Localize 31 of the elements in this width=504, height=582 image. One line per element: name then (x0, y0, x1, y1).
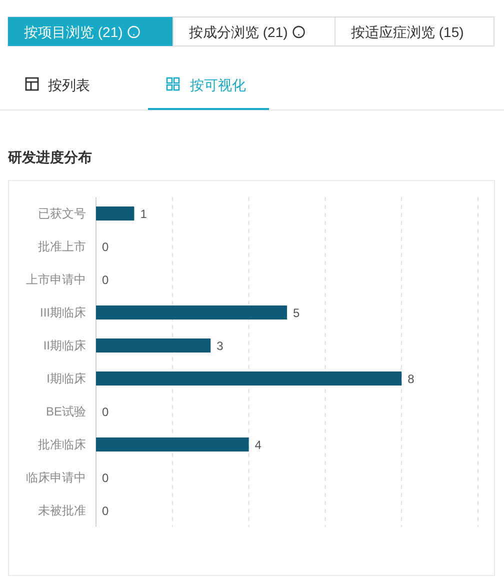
y-tick-label: 已获文号 (38, 206, 86, 220)
y-tick-label: II期临床 (43, 338, 86, 352)
data-label: 0 (102, 405, 109, 419)
data-label: 0 (102, 273, 109, 287)
y-tick-label: 未被批准 (38, 504, 86, 518)
bar (96, 372, 402, 386)
y-tick-label: 批准临床 (38, 438, 86, 452)
text: 按适应症浏览 (15) (351, 24, 464, 40)
text: 按列表 (48, 77, 90, 93)
chart-title: 研发进度分布 (7, 149, 92, 165)
data-label: 0 (102, 240, 109, 254)
text: 按可视化 (190, 77, 246, 93)
data-label: 8 (408, 372, 415, 386)
y-tick-label: 批准上市 (38, 240, 86, 254)
y-tick-label: III期临床 (40, 306, 86, 320)
data-label: 4 (254, 438, 262, 452)
bar (96, 206, 134, 220)
data-label: 5 (293, 306, 300, 320)
y-tick-label: 临床申请中 (26, 470, 86, 484)
data-label: 0 (102, 504, 109, 518)
y-tick-label: BE试验 (46, 404, 86, 418)
text: 按项目浏览 (21) (24, 24, 123, 40)
text: 按成分浏览 (21) (189, 24, 288, 40)
bar (96, 306, 287, 320)
bar (96, 438, 249, 452)
data-label: 3 (216, 339, 224, 353)
bar (96, 338, 211, 352)
data-label: 0 (102, 471, 109, 485)
y-tick-label: 上市申请中 (26, 272, 86, 286)
y-tick-label: I期临床 (46, 372, 86, 386)
data-label: 1 (140, 207, 148, 221)
